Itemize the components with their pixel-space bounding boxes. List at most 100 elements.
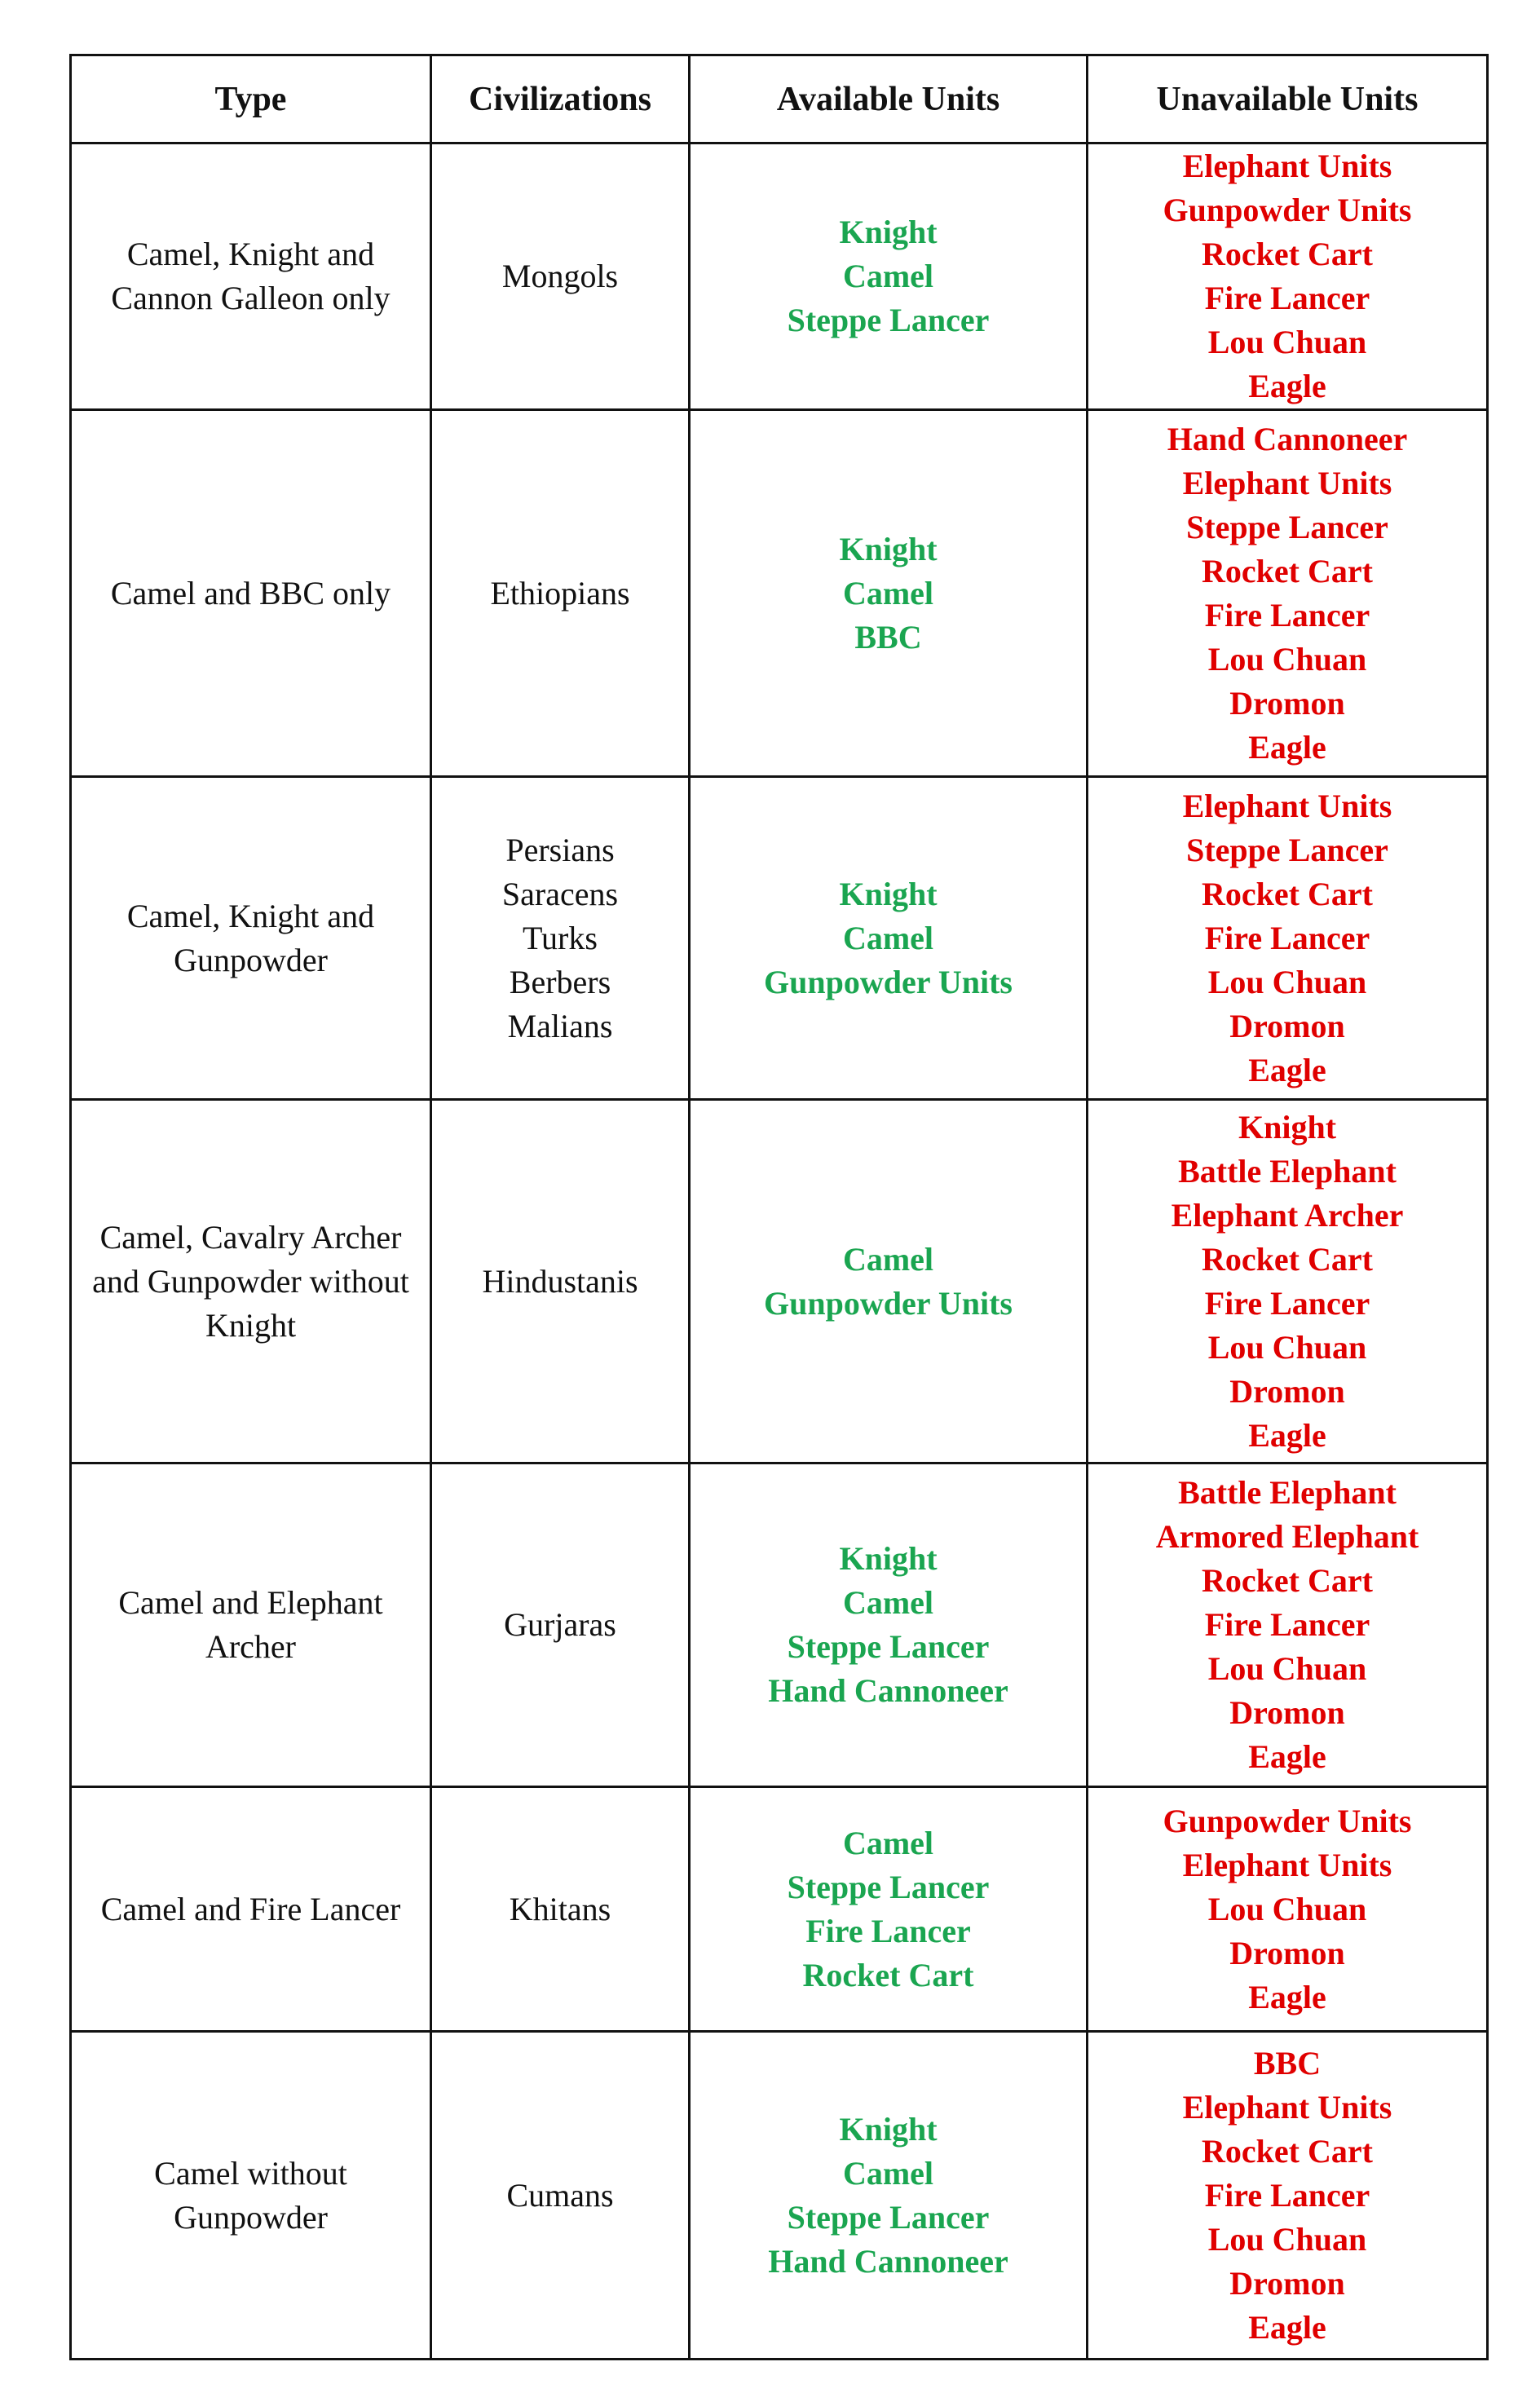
unavailable-unit: Rocket Cart	[1202, 875, 1373, 912]
table-row: Camel and Fire Lancer Khitans Camel Steppe …	[69, 1786, 1489, 2033]
available-unit: Knight	[839, 875, 938, 912]
available-unit: Steppe Lancer	[787, 1868, 990, 1905]
type-text: Camel without Gunpowder	[154, 2154, 347, 2236]
civilization: Gurjaras	[504, 1606, 616, 1643]
civilizations-cell: Persians Saracens Turks Berbers Malians	[430, 775, 691, 1101]
unavailable-unit: Eagle	[1248, 1051, 1326, 1088]
unavailable-cell: Battle Elephant Armored Elephant Rocket Ca…	[1086, 1462, 1489, 1788]
available-unit: Hand Cannoneer	[768, 1672, 1008, 1709]
table-row: Camel, Knight and Gunpowder Persians Sarac…	[69, 775, 1489, 1101]
available-unit: BBC	[854, 618, 922, 656]
unavailable-unit: Rocket Cart	[1202, 236, 1373, 272]
unavailable-unit: Dromon	[1229, 2264, 1345, 2302]
available-unit: Camel	[842, 2154, 934, 2192]
unavailable-unit: Eagle	[1248, 1978, 1326, 2015]
available-cell: Knight Camel BBC	[688, 408, 1088, 778]
unavailable-unit: Eagle	[1248, 1738, 1326, 1775]
header-type: Type	[69, 54, 432, 144]
available-cell: Knight Camel Steppe Lancer Hand Cannoneer	[688, 2030, 1088, 2360]
unavailable-unit: Dromon	[1229, 684, 1345, 722]
unavailable-unit: Elephant Units	[1182, 1846, 1392, 1883]
unavailable-cell: Elephant Units Steppe Lancer Rocket Cart Fi…	[1086, 775, 1489, 1101]
type-cell: Camel and Elephant Archer	[69, 1462, 432, 1788]
available-cell: Knight Camel Gunpowder Units	[688, 775, 1088, 1101]
unavailable-cell: Gunpowder Units Elephant Units Lou Chuan Dr…	[1086, 1786, 1489, 2033]
type-cell: Camel and Fire Lancer	[69, 1786, 432, 2033]
available-unit: Steppe Lancer	[787, 302, 990, 338]
unavailable-unit: Elephant Units	[1182, 464, 1392, 501]
type-cell: Camel, Knight and Gunpowder	[69, 775, 432, 1101]
unavailable-unit: Hand Cannoneer	[1167, 420, 1408, 457]
unavailable-unit: Eagle	[1248, 368, 1326, 404]
civilization: Hindustanis	[482, 1262, 638, 1300]
unavailable-unit: Lou Chuan	[1207, 324, 1367, 360]
unavailable-cell: BBC Elephant Units Rocket Cart Fire Lancer L…	[1086, 2030, 1489, 2360]
unavailable-unit: Lou Chuan	[1207, 963, 1367, 1000]
unavailable-unit: Knight	[1238, 1108, 1337, 1146]
available-unit: Fire Lancer	[805, 1912, 971, 1949]
unavailable-unit: Lou Chuan	[1207, 1890, 1367, 1927]
available-unit: Camel	[842, 1240, 934, 1278]
available-cell: Knight Camel Steppe Lancer	[688, 142, 1088, 411]
unavailable-unit: Eagle	[1248, 1416, 1326, 1454]
available-unit: Camel	[842, 258, 934, 294]
table-row: Camel without Gunpowder Cumans Knight Camel…	[69, 2030, 1489, 2360]
available-cell: Knight Camel Steppe Lancer Hand Cannoneer	[688, 1462, 1088, 1788]
unavailable-unit: Fire Lancer	[1204, 596, 1370, 634]
available-unit: Hand Cannoneer	[768, 2242, 1008, 2280]
unavailable-unit: Gunpowder Units	[1163, 1802, 1412, 1839]
unavailable-unit: Elephant Units	[1182, 148, 1392, 184]
civilization: Berbers	[509, 963, 611, 1000]
available-unit: Steppe Lancer	[787, 2198, 990, 2236]
civilizations-cell: Mongols	[430, 142, 691, 411]
available-unit: Camel	[842, 1584, 934, 1621]
table-row: Camel, Cavalry Archer and Gunpowder with…	[69, 1098, 1489, 1464]
unavailable-unit: Lou Chuan	[1207, 1650, 1367, 1687]
unavailable-unit: Dromon	[1229, 1372, 1345, 1410]
civilization: Malians	[507, 1007, 613, 1044]
type-text: Camel and Elephant Archer	[118, 1584, 383, 1665]
civilizations-cell: Ethiopians	[430, 408, 691, 778]
type-cell: Camel, Cavalry Archer and Gunpowder with…	[69, 1098, 432, 1464]
type-text: Camel, Knight and Gunpowder	[126, 897, 375, 978]
unavailable-cell: Knight Battle Elephant Elephant Archer Rock…	[1086, 1098, 1489, 1464]
unavailable-unit: Lou Chuan	[1207, 1328, 1367, 1366]
unavailable-unit: Steppe Lancer	[1186, 508, 1388, 545]
civilization: Mongols	[501, 258, 619, 294]
unavailable-unit: Elephant Units	[1182, 787, 1392, 824]
unavailable-unit: BBC	[1253, 2044, 1322, 2082]
available-unit: Knight	[839, 214, 938, 250]
available-unit: Knight	[839, 530, 938, 567]
civilization: Ethiopians	[490, 574, 630, 611]
civilization: Khitans	[509, 1890, 611, 1927]
available-unit: Gunpowder Units	[764, 963, 1013, 1000]
unavailable-unit: Dromon	[1229, 1007, 1345, 1044]
unavailable-unit: Dromon	[1229, 1934, 1345, 1971]
units-table: Type Civilizations Available Units Unava…	[69, 54, 1489, 2360]
header-civilizations: Civilizations	[430, 54, 691, 144]
unavailable-unit: Fire Lancer	[1204, 919, 1370, 956]
unavailable-unit: Rocket Cart	[1202, 552, 1373, 589]
civilizations-cell: Khitans	[430, 1786, 691, 2033]
unavailable-unit: Gunpowder Units	[1163, 192, 1412, 228]
available-unit: Steppe Lancer	[787, 1628, 990, 1665]
available-unit: Rocket Cart	[802, 1956, 974, 1993]
type-text: Camel and BBC only	[110, 574, 391, 611]
unavailable-unit: Lou Chuan	[1207, 640, 1367, 678]
type-cell: Camel without Gunpowder	[69, 2030, 432, 2360]
unavailable-unit: Eagle	[1248, 728, 1326, 766]
type-text: Camel, Cavalry Archer and Gunpowder with…	[92, 1218, 409, 1344]
unavailable-cell: Hand Cannoneer Elephant Units Steppe Lance…	[1086, 408, 1489, 778]
table-row: Camel, Knight and Cannon Galleon only Mon…	[69, 142, 1489, 411]
header-unavailable-units: Unavailable Units	[1086, 54, 1489, 144]
table-body: Camel, Knight and Cannon Galleon only Mon…	[69, 142, 1489, 2360]
unavailable-cell: Elephant Units Gunpowder Units Rocket Cart…	[1086, 142, 1489, 411]
unavailable-unit: Battle Elephant	[1178, 1474, 1397, 1511]
civilizations-cell: Cumans	[430, 2030, 691, 2360]
table-row: Camel and BBC only Ethiopians Knight Camel B…	[69, 408, 1489, 778]
available-cell: Camel Steppe Lancer Fire Lancer Rocket Cart	[688, 1786, 1088, 2033]
unavailable-unit: Steppe Lancer	[1186, 831, 1388, 868]
unavailable-unit: Elephant Archer	[1171, 1196, 1404, 1234]
available-unit: Gunpowder Units	[764, 1284, 1013, 1322]
unavailable-unit: Battle Elephant	[1178, 1152, 1397, 1190]
